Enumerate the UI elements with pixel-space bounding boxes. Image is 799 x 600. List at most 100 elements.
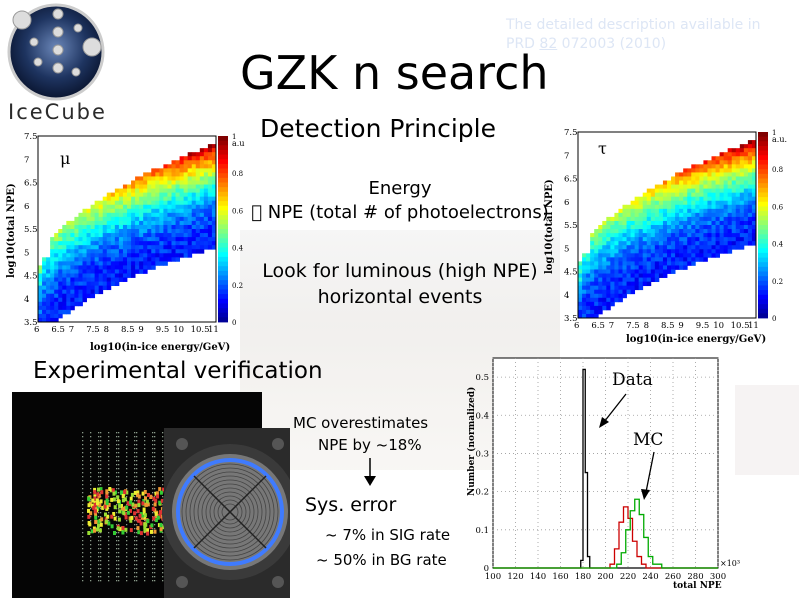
heatmap-cell bbox=[618, 249, 623, 254]
heatmap-cell bbox=[207, 168, 213, 173]
dom-dot bbox=[98, 568, 100, 570]
heatmap-cell bbox=[695, 208, 700, 214]
heatmap-cell bbox=[183, 200, 189, 206]
heatmap-cell bbox=[102, 212, 108, 218]
heatmap-cell bbox=[114, 229, 120, 234]
hit-marker bbox=[107, 521, 111, 526]
heatmap-cell bbox=[58, 293, 63, 299]
histogram-ylabel: Number (normalized) bbox=[466, 387, 477, 496]
heatmap-cell bbox=[662, 261, 668, 266]
heatmap-cell bbox=[175, 188, 180, 194]
heatmap-cell bbox=[723, 245, 729, 250]
heatmap-cell bbox=[98, 253, 104, 258]
heatmap-cell bbox=[751, 176, 757, 181]
heatmap-cell bbox=[151, 257, 156, 262]
heatmap-cell bbox=[82, 265, 87, 270]
heatmap-cell bbox=[747, 192, 753, 198]
heatmap-cell bbox=[191, 152, 197, 157]
heatmap-cell bbox=[602, 220, 607, 226]
heatmap-cell bbox=[191, 180, 197, 185]
heatmap-cell bbox=[578, 313, 583, 319]
heatmap-cell bbox=[70, 293, 75, 299]
heatmap-cell bbox=[195, 168, 201, 173]
heatmap-cell bbox=[602, 241, 607, 246]
heatmap-cell bbox=[727, 176, 733, 181]
heatmap-cell bbox=[98, 245, 104, 250]
dom-dot bbox=[100, 436, 102, 438]
dom-dot bbox=[98, 540, 100, 542]
heatmap-cell bbox=[62, 269, 67, 274]
dom-dot bbox=[152, 548, 154, 550]
heatmap-cell bbox=[610, 289, 615, 295]
annotation-data-arrow bbox=[599, 393, 627, 428]
heatmap-cell bbox=[131, 192, 136, 198]
heatmap-cell bbox=[179, 192, 185, 198]
heatmap-cell bbox=[151, 224, 156, 230]
heatmap-cell bbox=[654, 265, 660, 270]
heatmap-cell bbox=[110, 216, 116, 222]
hit-marker bbox=[151, 506, 155, 511]
dom-dot bbox=[98, 452, 100, 454]
heatmap-cell bbox=[747, 172, 753, 177]
dom-dot bbox=[82, 436, 84, 438]
heatmap-cell bbox=[582, 277, 587, 283]
heatmap-cell bbox=[187, 168, 193, 173]
x-tick-label: 7 bbox=[69, 325, 74, 335]
heatmap-cell bbox=[159, 261, 164, 266]
colorbar-segment bbox=[758, 257, 768, 263]
colorbar-segment bbox=[218, 163, 228, 169]
dom-dot bbox=[116, 564, 118, 566]
heatmap-cell bbox=[679, 225, 684, 230]
dom-dot bbox=[126, 460, 128, 462]
heatmap-cell bbox=[179, 188, 185, 194]
reference-volume-link[interactable]: 82 bbox=[539, 36, 558, 52]
heatmap-cell bbox=[90, 257, 96, 262]
heatmap-cell bbox=[127, 257, 132, 262]
heatmap-cell bbox=[590, 233, 595, 238]
heatmap-cell bbox=[179, 156, 185, 161]
colorbar-segment bbox=[218, 275, 228, 281]
heatmap-cell bbox=[590, 301, 595, 307]
heatmap-cell bbox=[719, 156, 725, 161]
dom-dot bbox=[90, 552, 92, 554]
heatmap-cell bbox=[578, 305, 583, 311]
heatmap-cell bbox=[675, 265, 680, 270]
heatmap-cell bbox=[183, 192, 189, 198]
dom-dot bbox=[162, 560, 164, 562]
heatmap-cell bbox=[211, 188, 217, 194]
heatmap-cell bbox=[199, 196, 205, 202]
heatmap-cell bbox=[187, 212, 193, 218]
dom-dot bbox=[118, 484, 120, 486]
heatmap-cell bbox=[191, 172, 197, 177]
heatmap-cell bbox=[743, 220, 749, 226]
heatmap-cell bbox=[179, 216, 185, 222]
heatmap-cell bbox=[715, 245, 720, 250]
heatmap-cell bbox=[155, 168, 160, 173]
heatmap-cell bbox=[610, 301, 615, 307]
heatmap-cell bbox=[175, 200, 180, 206]
heatmap-cell bbox=[187, 237, 193, 242]
heatmap-cell bbox=[658, 229, 664, 234]
heatmap-cell bbox=[586, 257, 591, 262]
heatmap-cell bbox=[207, 144, 213, 149]
heatmap-cell bbox=[626, 253, 631, 258]
heatmap-cell bbox=[167, 245, 172, 250]
heatmap-cell bbox=[747, 233, 753, 238]
dom-dot bbox=[152, 468, 154, 470]
dom-dot bbox=[126, 560, 128, 562]
heatmap-cell bbox=[695, 176, 700, 181]
heatmap-cell bbox=[70, 277, 75, 282]
heatmap-cell bbox=[598, 305, 603, 311]
heatmap-cell bbox=[582, 313, 587, 319]
dom-dot bbox=[118, 480, 120, 482]
heatmap-cell bbox=[618, 225, 623, 230]
dom-dot bbox=[98, 580, 100, 582]
hit-marker bbox=[128, 516, 132, 521]
dom-dot bbox=[134, 460, 136, 462]
heatmap-cell bbox=[695, 245, 700, 250]
heatmap-cell bbox=[594, 265, 599, 270]
heatmap-cell bbox=[78, 216, 83, 222]
heatmap-cell bbox=[634, 261, 640, 266]
heatmap-cell bbox=[582, 281, 587, 287]
heatmap-cell bbox=[719, 249, 725, 254]
